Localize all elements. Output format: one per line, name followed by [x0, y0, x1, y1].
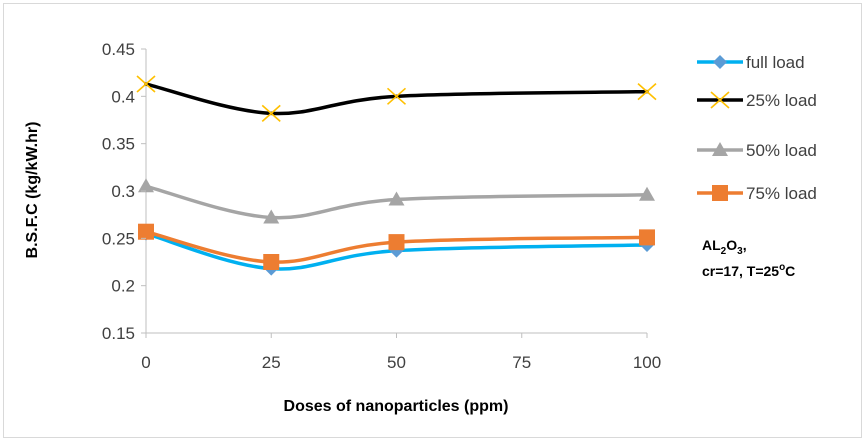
x-tick-label: 100 [633, 353, 661, 372]
legend-item: 75% load [697, 184, 817, 203]
series-2 [138, 178, 655, 224]
annotation: AL2O3, cr=17, T=25oC [702, 237, 795, 279]
legend-label: 50% load [746, 141, 817, 160]
annotation-line-2: cr=17, T=25oC [702, 262, 795, 279]
y-tick-label: 0.2 [111, 277, 135, 296]
y-tick-label: 0.25 [102, 229, 135, 248]
y-tick-label: 0.35 [102, 135, 135, 154]
legend-label: 75% load [746, 184, 817, 203]
legend-swatch-marker [712, 142, 728, 156]
data-point [388, 191, 405, 206]
legend-swatch-marker [712, 185, 728, 201]
data-point [637, 83, 657, 101]
y-tick-label: 0.4 [111, 87, 135, 106]
legend-item: full load [697, 53, 805, 72]
x-tick-label: 50 [387, 353, 406, 372]
data-point [138, 223, 154, 240]
series-3 [138, 223, 655, 270]
legend-item: 25% load [697, 91, 817, 110]
series-1 [136, 75, 657, 122]
data-point [138, 178, 154, 193]
legend-label: 25% load [746, 91, 817, 110]
series-line [144, 184, 649, 220]
y-tick-label: 0.45 [102, 40, 135, 59]
legend-swatch-marker [710, 91, 730, 109]
y-tick-label: 0.3 [111, 182, 135, 201]
series-line [144, 231, 649, 271]
y-tick-label: 0.15 [102, 324, 135, 343]
y-axis-title: B.S.F.C (kg/kW.hr) [24, 122, 41, 259]
data-point [386, 87, 407, 105]
legend-swatch-marker [713, 55, 727, 69]
data-point [639, 186, 655, 201]
x-axis-title: Doses of nanoparticles (ppm) [284, 398, 509, 415]
legend-label: full load [746, 53, 805, 72]
x-tick-label: 75 [512, 353, 531, 372]
series-line [144, 82, 649, 116]
data-point [639, 229, 655, 246]
data-point [263, 254, 280, 270]
series-layer [136, 75, 657, 276]
data-point [136, 75, 156, 93]
data-point [263, 209, 280, 224]
data-point [261, 104, 281, 122]
tick-layer: 0.15 0.2 0.25 0.3 0.35 0.4 0.45 0 25 50 75 100 [102, 40, 661, 372]
legend: full load 25% load 50% load 75% load [697, 53, 817, 203]
legend-item: 50% load [697, 141, 817, 160]
x-tick-label: 0 [141, 353, 150, 372]
series-line [144, 229, 649, 264]
x-tick-label: 25 [262, 353, 281, 372]
annotation-line-1: AL2O3, [702, 237, 747, 257]
data-point [388, 234, 405, 251]
